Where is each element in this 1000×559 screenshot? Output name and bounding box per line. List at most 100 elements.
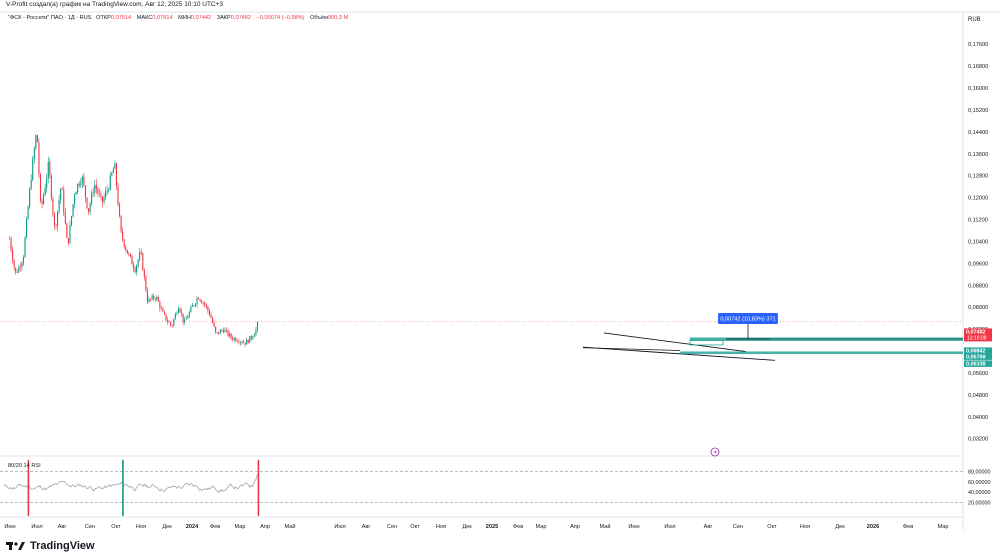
x-tick-label: Дек bbox=[162, 524, 172, 530]
candle bbox=[101, 195, 104, 208]
candle-body bbox=[30, 179, 32, 189]
candle bbox=[207, 305, 209, 314]
price-tag: 0,06338 bbox=[964, 360, 992, 368]
candle-body bbox=[210, 315, 212, 318]
candle bbox=[32, 155, 34, 182]
x-tick-label: Мар bbox=[938, 524, 949, 530]
candle-body bbox=[205, 304, 207, 307]
candle-body bbox=[64, 212, 66, 224]
candle-body bbox=[58, 199, 60, 212]
candle-body bbox=[208, 310, 210, 316]
candle bbox=[46, 173, 48, 193]
candle-body bbox=[80, 182, 82, 186]
candle-body bbox=[8, 238, 11, 240]
low-value: 0,07442 bbox=[190, 15, 212, 21]
x-tick-label: Мар bbox=[536, 524, 547, 530]
candle bbox=[243, 339, 245, 344]
candle bbox=[88, 208, 90, 215]
candle bbox=[77, 183, 79, 195]
candle-body bbox=[15, 267, 17, 273]
x-tick-label: Апр bbox=[260, 524, 270, 530]
candle-body bbox=[88, 208, 90, 212]
candle-body bbox=[229, 333, 231, 336]
candle bbox=[21, 261, 23, 272]
candle-body bbox=[239, 342, 241, 343]
candle bbox=[74, 192, 76, 209]
candle-body bbox=[128, 253, 130, 255]
y-tick-label: 0,09600 bbox=[968, 261, 988, 267]
candle bbox=[27, 205, 29, 220]
x-tick-label: Авг bbox=[58, 524, 67, 530]
candle-body bbox=[225, 329, 228, 331]
candle bbox=[8, 236, 11, 240]
candle-body bbox=[202, 302, 204, 304]
candle-body bbox=[224, 329, 226, 333]
x-tick-label: Сен bbox=[85, 524, 95, 530]
candle-body bbox=[143, 270, 145, 277]
candle-body bbox=[81, 176, 83, 183]
candle bbox=[191, 302, 193, 308]
high-label: МАКС bbox=[136, 15, 153, 21]
candle-body bbox=[117, 186, 119, 205]
candle bbox=[38, 138, 40, 179]
candle bbox=[100, 190, 102, 201]
candle-body bbox=[129, 253, 131, 256]
candle bbox=[205, 303, 207, 310]
candle bbox=[117, 182, 119, 207]
x-tick-label: Сен bbox=[733, 524, 743, 530]
candle bbox=[10, 236, 12, 253]
candle-body bbox=[168, 321, 170, 323]
price-tag-bg bbox=[964, 328, 992, 342]
rsi-y-tick-label: 60,00000 bbox=[968, 480, 990, 486]
candle bbox=[53, 211, 55, 231]
candle bbox=[157, 295, 159, 303]
candle bbox=[129, 253, 131, 258]
candle-body bbox=[74, 194, 76, 205]
candle-body bbox=[230, 333, 232, 338]
candle bbox=[198, 296, 200, 300]
candle-body bbox=[122, 231, 124, 240]
candle-body bbox=[97, 189, 99, 194]
low-label: МИН bbox=[178, 15, 191, 21]
candle bbox=[190, 304, 192, 313]
candle bbox=[97, 186, 99, 198]
candle bbox=[106, 185, 108, 196]
candles bbox=[8, 134, 259, 347]
currency-label[interactable]: RUB bbox=[968, 17, 981, 23]
chart-caption: V-Profit создал(а) график на TradingView… bbox=[6, 1, 224, 8]
candle bbox=[148, 296, 150, 303]
candle bbox=[60, 187, 62, 205]
trendline-lower bbox=[582, 346, 776, 361]
candle-body bbox=[160, 308, 162, 310]
candle bbox=[238, 338, 240, 345]
candle bbox=[145, 275, 147, 292]
candle-body bbox=[179, 308, 181, 312]
candle-body bbox=[216, 332, 218, 333]
candle-body bbox=[184, 319, 186, 323]
candle bbox=[171, 324, 173, 328]
candle bbox=[109, 171, 111, 191]
candle-body bbox=[57, 211, 59, 226]
candle bbox=[64, 207, 66, 225]
x-tick-label: Ноя bbox=[136, 524, 146, 530]
candle-body bbox=[21, 263, 23, 268]
candle bbox=[252, 335, 254, 341]
x-tick-label: Фев bbox=[210, 524, 220, 530]
candle bbox=[229, 331, 231, 339]
symbol-name[interactable]: "ФСК - Россети" ПАО · 1Д · RUS bbox=[8, 15, 92, 21]
price-tag-value: 0,06338 bbox=[966, 362, 986, 368]
candle-body bbox=[148, 299, 150, 302]
candle bbox=[219, 328, 221, 334]
close-value: 0,07482 bbox=[230, 15, 252, 21]
candle-body bbox=[207, 306, 209, 311]
candle-body bbox=[163, 311, 166, 315]
candle-body bbox=[10, 238, 12, 251]
y-tick-label: 0,16800 bbox=[968, 64, 988, 70]
candle bbox=[156, 294, 158, 302]
trendline-base bbox=[582, 347, 681, 351]
candle bbox=[250, 334, 252, 341]
candle bbox=[81, 174, 83, 189]
candle bbox=[22, 255, 24, 266]
